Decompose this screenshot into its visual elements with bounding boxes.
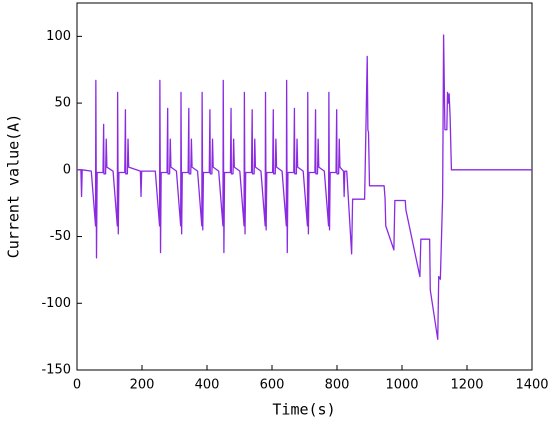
y-tick-label: -150 [41,363,71,378]
plot-frame [76,2,533,371]
y-tick-label: 0 [63,162,71,177]
y-tick-label: 50 [54,96,71,111]
x-axis-label: Time(s) [272,401,335,419]
x-tick-label: 1000 [385,378,418,393]
x-tick-label: 600 [260,378,285,393]
x-tick-label: 200 [130,378,155,393]
y-tick-label: -50 [50,229,71,244]
x-tick-label: 1200 [450,378,483,393]
x-tick-label: 0 [73,378,81,393]
y-tick-label: 100 [46,29,71,44]
y-tick-label: -100 [41,296,71,311]
data-line [77,34,532,340]
x-tick-label: 400 [195,378,220,393]
x-tick-label: 1400 [515,378,548,393]
x-tick-label: 800 [325,378,350,393]
y-axis-label: Current value(A) [5,114,23,259]
